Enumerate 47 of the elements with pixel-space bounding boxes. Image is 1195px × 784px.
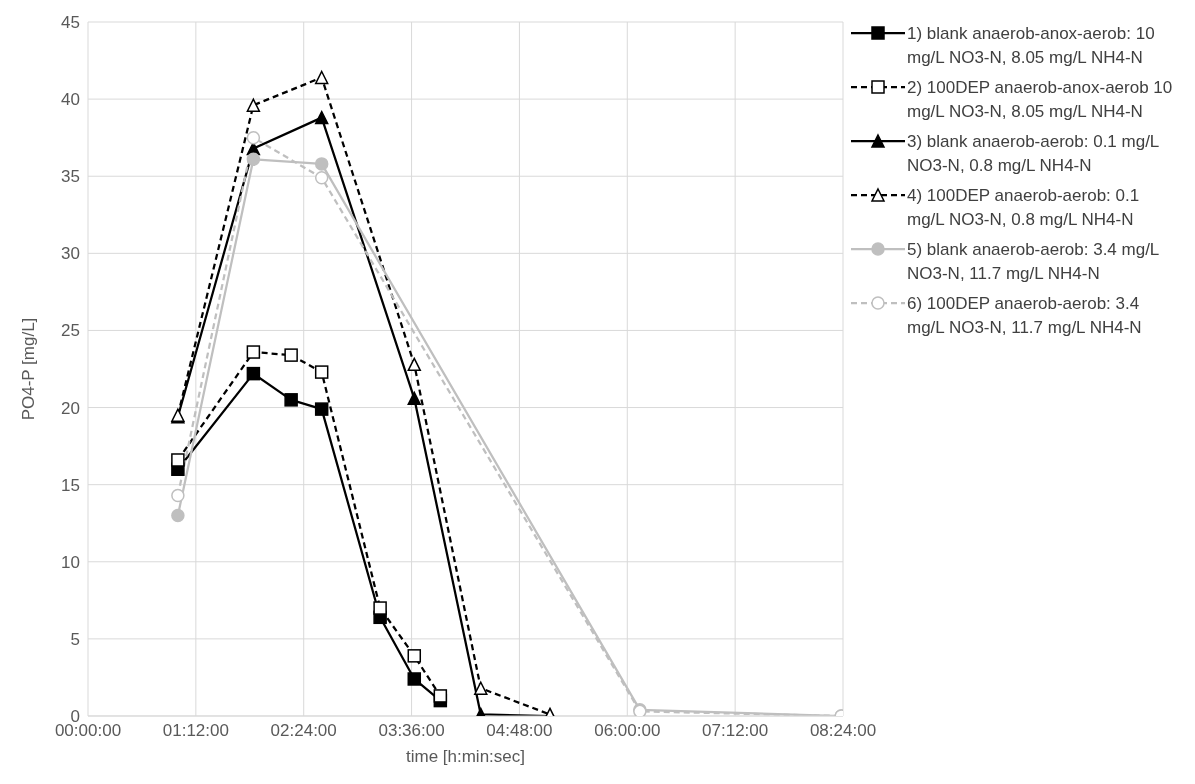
x-tick-label: 04:48:00 [486, 721, 553, 741]
point [284, 348, 298, 362]
legend-label: 6) 100DEP anaerob-aerob: 3.4 mg/L NO3-N, 11.7 mg/L NH4-N [907, 293, 1143, 339]
x-tick-label: 03:36:00 [378, 721, 445, 741]
x-tick-label: 06:00:00 [594, 721, 661, 741]
y-tick-label: 30 [61, 244, 80, 264]
x-tick-label: 02:24:00 [270, 721, 337, 741]
y-tick-label: 10 [61, 552, 80, 572]
point [314, 171, 329, 185]
y-tick-label: 35 [61, 167, 80, 187]
point [246, 366, 261, 381]
point [284, 393, 298, 407]
x-tick-label: 07:12:00 [702, 721, 769, 741]
point [407, 649, 422, 663]
point [407, 391, 422, 406]
point [171, 453, 185, 467]
point [314, 70, 329, 85]
point [314, 365, 329, 379]
y-tick-label: 45 [61, 13, 80, 33]
y-tick-label: 5 [70, 629, 80, 649]
y-axis-title: PO4-P [mg/L] [19, 317, 39, 421]
point [171, 488, 185, 503]
point [314, 402, 329, 416]
x-tick-label: 08:24:00 [809, 721, 877, 741]
point [246, 98, 261, 113]
point [246, 130, 261, 145]
y-tick-label: 40 [61, 90, 80, 110]
point [407, 357, 422, 372]
point [171, 508, 185, 523]
point [246, 152, 261, 167]
legend-label: 4) 100DEP anaerob-aerob: 0.1 mg/L NO3-N, 0.8 mg/L NH4-N [907, 185, 1141, 231]
point [433, 689, 448, 703]
point [373, 601, 387, 615]
x-tick-label: 01:12:00 [162, 721, 229, 741]
y-tick-label: 25 [61, 321, 80, 341]
y-tick-label: 20 [61, 398, 80, 418]
point [314, 157, 329, 171]
y-tick-label: 15 [61, 475, 80, 495]
legend-label: 2) 100DEP anaerob-anox-aerob 10 mg/L NO3-N, 8.05 mg/L NH4-N [907, 77, 1174, 123]
point [314, 110, 329, 125]
x-axis-title: time [h:min:sec] [405, 747, 526, 766]
legend-label: 5) blank anaerob-aerob: 3.4 mg/L NO3-N, 11.7 mg/L NH4-N [907, 239, 1160, 285]
point [407, 672, 422, 686]
legend-label: 3) blank anaerob-aerob: 0.1 mg/L NO3-N, 0.8 mg/L NH4-N [907, 131, 1160, 177]
legend-label: 1) blank anaerob-anox-aerob: 10 mg/L NO3-N, 8.05 mg/L NH4-N [907, 23, 1156, 69]
point [474, 681, 488, 695]
point [246, 345, 261, 359]
